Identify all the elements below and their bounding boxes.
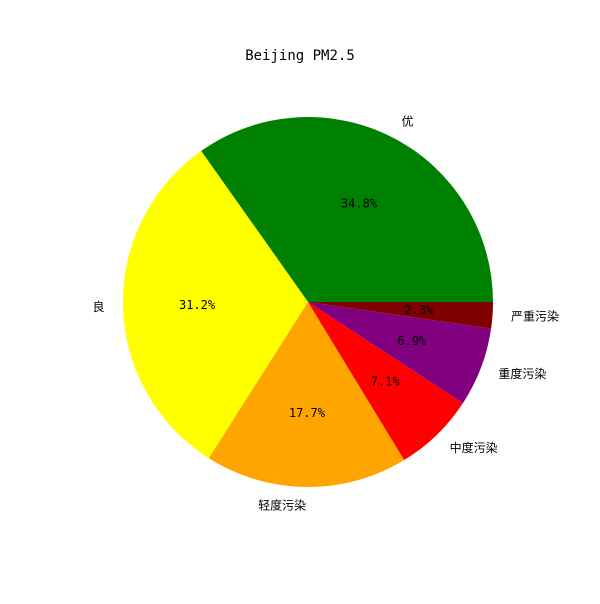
pie-slice-2 [208, 302, 405, 488]
pie-slice-3 [308, 302, 463, 461]
percent-label-3: 7.1% [371, 375, 401, 389]
pie-slice-0 [201, 117, 493, 302]
slices-layer [123, 117, 493, 488]
category-label-4: 重度污染 [498, 366, 546, 381]
percent-label-0: 34.8% [341, 196, 378, 210]
category-label-5: 严重污染 [511, 309, 559, 324]
pie-slice-5 [308, 302, 493, 329]
category-label-2: 轻度污染 [258, 497, 306, 512]
category-label-3: 中度污染 [450, 440, 498, 455]
pie-slice-4 [308, 302, 492, 404]
percent-labels-layer: 34.8% 31.2% 17.7% 7.1% 6.9% 2.3% [179, 196, 434, 420]
percent-label-5: 2.3% [404, 303, 434, 317]
percent-label-2: 17.7% [289, 406, 326, 420]
chart-title: Beijing PM2.5 [245, 48, 355, 64]
percent-label-4: 6.9% [397, 334, 427, 348]
percent-label-1: 31.2% [179, 298, 216, 312]
category-label-1: 良 [93, 299, 105, 314]
pie-slice-1 [123, 150, 308, 459]
category-label-0: 优 [402, 114, 414, 128]
